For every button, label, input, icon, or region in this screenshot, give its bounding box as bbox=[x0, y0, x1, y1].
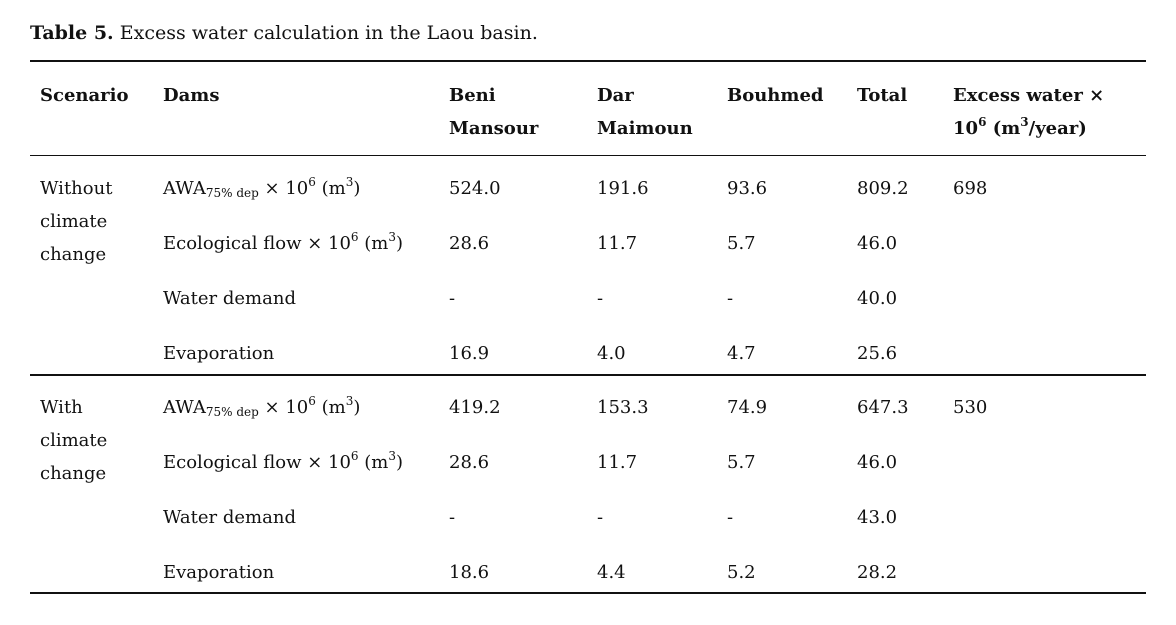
text-part: ) bbox=[396, 233, 404, 254]
text-part: 6 bbox=[350, 449, 359, 463]
text-part: AWA bbox=[163, 178, 206, 199]
value-cell: 524.0 bbox=[449, 178, 501, 199]
text-part: AWA bbox=[163, 397, 206, 418]
bottom-rule bbox=[30, 592, 1146, 594]
header-cell: Dar Maimoun bbox=[597, 85, 693, 139]
header-cell: Beni Mansour bbox=[449, 85, 539, 139]
text-part: 3 bbox=[1020, 115, 1029, 129]
header-cell: Total bbox=[857, 85, 908, 106]
value-cell: 28.6 bbox=[449, 233, 490, 254]
scenario-cell: With climate change bbox=[40, 397, 108, 484]
text-part: 6 bbox=[978, 115, 987, 129]
value-cell: 28.2 bbox=[857, 562, 898, 583]
value-cell: 93.6 bbox=[727, 178, 768, 199]
group-rule bbox=[30, 374, 1146, 376]
dam-label: Water demand bbox=[163, 288, 296, 309]
dam-label: Ecological flow × 106 (m3) bbox=[163, 446, 443, 479]
scenario-cell: Without climate change bbox=[40, 178, 113, 265]
excess-cell: 530 bbox=[953, 397, 988, 418]
value-cell: 28.6 bbox=[449, 452, 490, 473]
value-cell: 5.2 bbox=[727, 562, 756, 583]
text-part: 6 bbox=[308, 175, 316, 189]
value-cell: 40.0 bbox=[857, 288, 898, 309]
text-part: Ecological flow × 10 bbox=[163, 233, 351, 254]
text-part: 6 bbox=[308, 394, 316, 408]
value-cell: 809.2 bbox=[857, 178, 909, 199]
value-cell: 46.0 bbox=[857, 233, 898, 254]
dam-label: Water demand bbox=[163, 507, 296, 528]
top-rule bbox=[30, 60, 1146, 62]
header-cell: Bouhmed bbox=[727, 85, 824, 106]
text-part: 3 bbox=[388, 449, 396, 463]
text-part: × 10 bbox=[258, 397, 309, 418]
value-cell: 11.7 bbox=[597, 452, 638, 473]
text-part: 3 bbox=[345, 175, 354, 189]
text-part: Ecological flow × 10 bbox=[163, 452, 351, 473]
dam-label: Evaporation bbox=[163, 562, 275, 583]
header-rule bbox=[30, 155, 1146, 156]
value-cell: - bbox=[597, 507, 604, 528]
value-cell: - bbox=[597, 288, 604, 309]
text-part: (m bbox=[358, 452, 389, 473]
value-cell: 16.9 bbox=[449, 343, 490, 364]
text-part: (m bbox=[315, 397, 346, 418]
text-part: /year) bbox=[1028, 118, 1087, 139]
dam-label: Ecological flow × 106 (m3) bbox=[163, 227, 443, 260]
value-cell: 5.7 bbox=[727, 452, 756, 473]
value-cell: 4.4 bbox=[597, 562, 626, 583]
value-cell: 419.2 bbox=[449, 397, 501, 418]
text-part: ) bbox=[353, 178, 361, 199]
text-part: 75% dep bbox=[205, 186, 259, 200]
value-cell: 191.6 bbox=[597, 178, 649, 199]
value-cell: 46.0 bbox=[857, 452, 898, 473]
text-part: (m bbox=[315, 178, 346, 199]
text-part: ) bbox=[396, 452, 404, 473]
text-part: ) bbox=[353, 397, 361, 418]
excess-cell: 698 bbox=[953, 178, 988, 199]
header-cell: Scenario bbox=[40, 85, 129, 106]
text-part: (m bbox=[358, 233, 389, 254]
caption-text: Excess water calculation in the Laou bas… bbox=[119, 22, 538, 44]
value-cell: 11.7 bbox=[597, 233, 638, 254]
value-cell: - bbox=[449, 507, 456, 528]
value-cell: - bbox=[449, 288, 456, 309]
value-cell: - bbox=[727, 288, 734, 309]
value-cell: 43.0 bbox=[857, 507, 898, 528]
value-cell: 25.6 bbox=[857, 343, 898, 364]
value-cell: 74.9 bbox=[727, 397, 768, 418]
value-cell: 5.7 bbox=[727, 233, 756, 254]
value-cell: 153.3 bbox=[597, 397, 649, 418]
dam-label: Evaporation bbox=[163, 343, 275, 364]
value-cell: 4.7 bbox=[727, 343, 756, 364]
text-part: (m bbox=[986, 118, 1021, 139]
caption-label: Table 5. bbox=[30, 22, 114, 44]
value-cell: - bbox=[727, 507, 734, 528]
dam-label: AWA75% dep × 106 (m3) bbox=[163, 172, 443, 205]
text-part: × 10 bbox=[258, 178, 309, 199]
header-cell: Excess water × 106 (m3/year) bbox=[953, 79, 1138, 145]
header-cell: Dams bbox=[163, 85, 220, 106]
value-cell: 4.0 bbox=[597, 343, 626, 364]
value-cell: 647.3 bbox=[857, 397, 909, 418]
text-part: 75% dep bbox=[205, 405, 259, 419]
caption: Table 5. Excess water calculation in the… bbox=[30, 17, 538, 50]
value-cell: 18.6 bbox=[449, 562, 490, 583]
text-part: 3 bbox=[388, 230, 396, 244]
text-part: Excess water × 10 bbox=[953, 85, 1105, 139]
text-part: 3 bbox=[345, 394, 354, 408]
dam-label: AWA75% dep × 106 (m3) bbox=[163, 391, 443, 424]
text-part: 6 bbox=[350, 230, 359, 244]
